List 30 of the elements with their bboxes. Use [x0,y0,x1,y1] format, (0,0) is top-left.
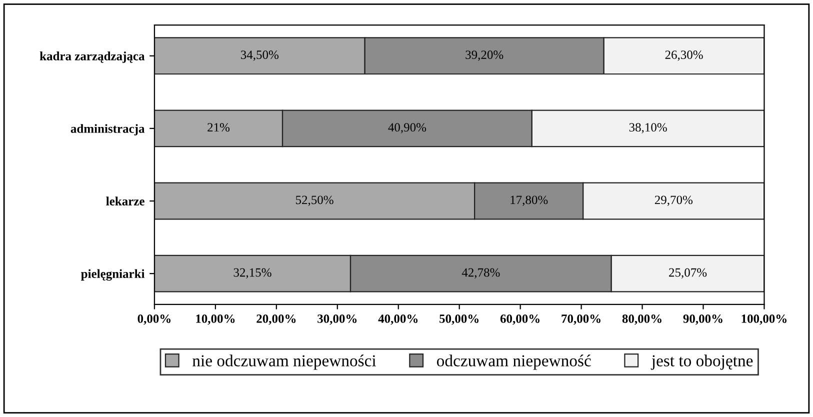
y-tick-label: pielęgniarki [81,269,145,281]
data-label: 34,50% [240,50,278,61]
data-label: 21% [208,123,230,132]
data-label: 26,30% [665,50,703,61]
y-tick-label: administracja [70,124,145,136]
x-tick-label: 10,00% [196,314,235,325]
x-tick-label: 100,00% [742,314,786,325]
data-label: 17,80% [510,196,548,206]
x-tick-label: 70,00% [562,314,600,325]
legend-label: jest to obojętne [650,354,753,370]
x-tick-label: 30,00% [318,314,357,325]
y-tick-label: lekarze [106,196,144,206]
legend-label: odczuwam niepewność [436,354,591,370]
y-tick-label: kadra zarządzająca [40,52,145,63]
data-label: 52,50% [296,196,334,206]
data-label: 39,20% [466,50,504,61]
data-label: 25,07% [669,268,707,278]
x-tick-label: 40,00% [378,314,418,325]
data-label: 42,78% [462,268,500,278]
data-label: 29,70% [654,196,693,206]
x-tick-label: 50,00% [440,314,478,325]
data-label: 38,10% [629,123,667,134]
legend-label: nie odczuwam niepewności [192,354,376,370]
data-label: 40,90% [388,123,426,134]
x-tick-label: 20,00% [256,314,296,325]
x-tick-label: 90,00% [683,314,722,325]
x-tick-label: 0,00% [138,314,170,325]
x-tick-label: 80,00% [622,314,662,325]
x-tick-label: 60,00% [500,314,540,325]
data-label: 32,15% [234,268,272,278]
